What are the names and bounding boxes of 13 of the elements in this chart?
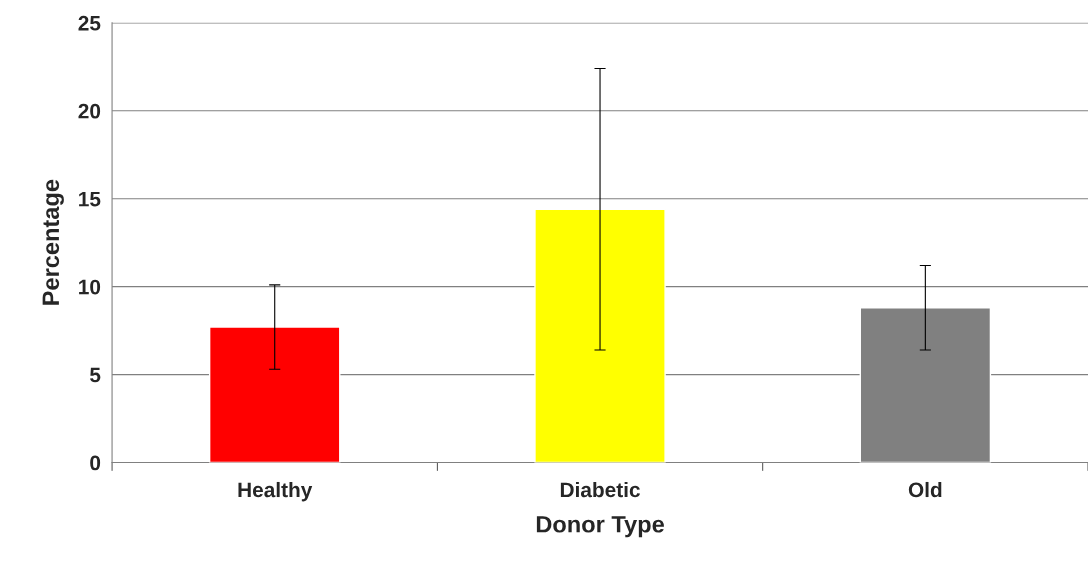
y-tick-label: 10 [79, 279, 101, 295]
y-tick-label: 0 [90, 455, 101, 471]
y-axis-title: Percentage [42, 179, 64, 305]
x-tick-label: Old [908, 481, 942, 498]
x-tick-label: Healthy [238, 481, 313, 502]
y-tick-label: 5 [90, 367, 101, 383]
x-axis-title: Donor Type [536, 516, 664, 538]
y-tick-label: 25 [78, 15, 101, 31]
bar [534, 208, 666, 463]
y-tick-label: 20 [78, 103, 101, 119]
x-tick-label: Diabetic [560, 481, 640, 498]
bar [208, 326, 341, 463]
y-tick-label: 15 [79, 191, 101, 207]
